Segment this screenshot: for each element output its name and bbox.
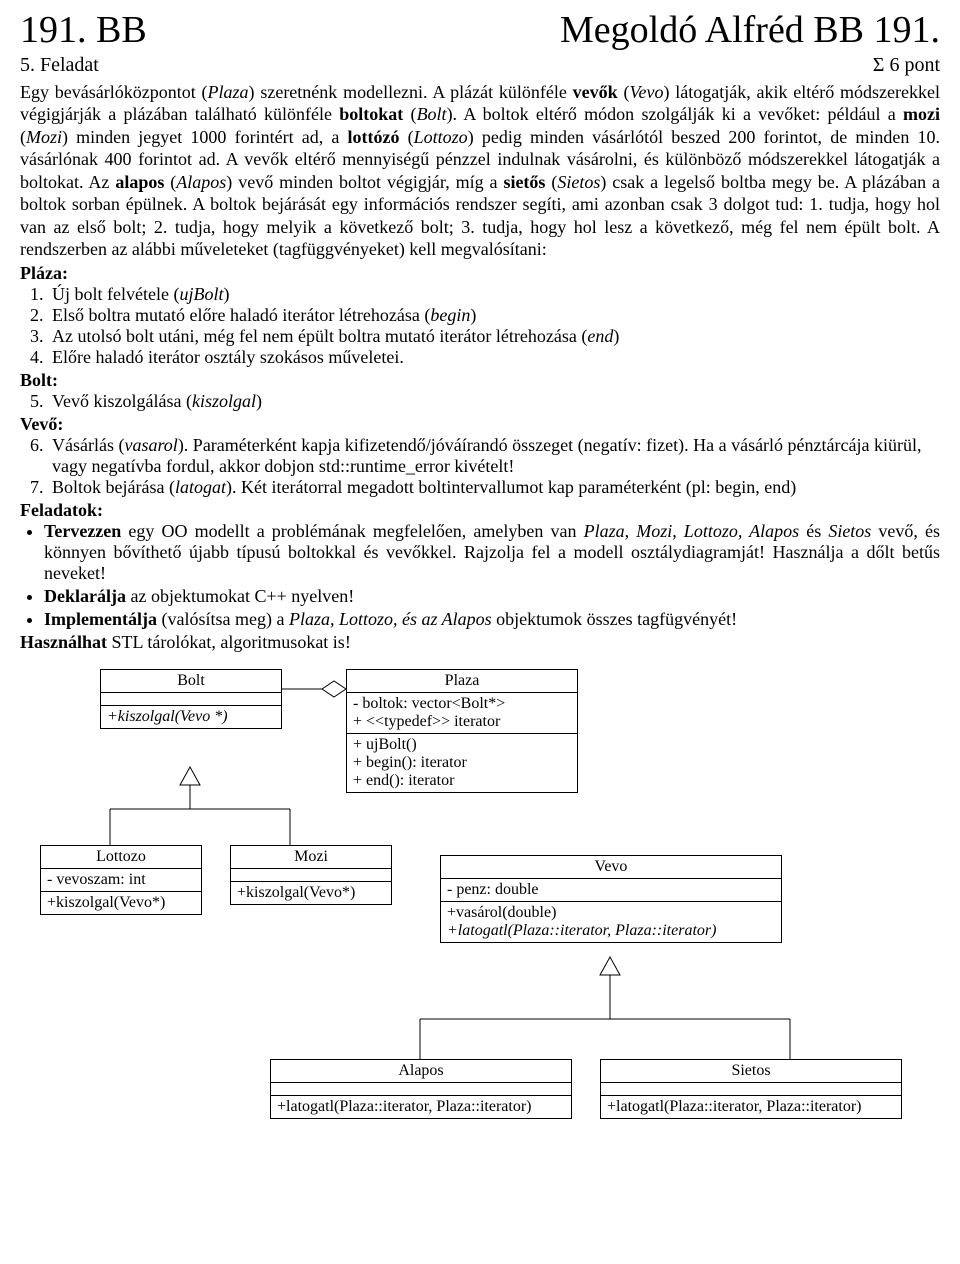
plaza-section-label: Pláza: xyxy=(20,263,68,283)
uml-class-name: Mozi xyxy=(231,846,391,869)
uml-attr: - penz: double xyxy=(447,881,775,899)
uml-class-name: Plaza xyxy=(347,670,577,693)
uml-class-vevo: Vevo - penz: double +vasárol(double) +la… xyxy=(440,855,782,943)
uml-op: +latogatl(Plaza::iterator, Plaza::iterat… xyxy=(447,922,716,939)
list-item: Új bolt felvétele (ujBolt) xyxy=(48,284,940,305)
list-item: Előre haladó iterátor osztály szokásos m… xyxy=(48,347,940,368)
feladatok-label: Feladatok: xyxy=(20,500,103,520)
list-item: Vásárlás (vasarol). Paraméterként kapja … xyxy=(48,435,940,477)
uml-op: +kiszolgal(Vevo*) xyxy=(237,884,385,902)
uml-class-plaza: Plaza - boltok: vector<Bolt*> + <<typede… xyxy=(346,669,578,793)
uml-op: + end(): iterator xyxy=(353,772,571,790)
uml-class-name: Sietos xyxy=(601,1060,901,1083)
list-item: Boltok bejárása (latogat). Két iterátorr… xyxy=(48,477,940,498)
uml-op: +kiszolgal(Vevo *) xyxy=(107,708,228,725)
vevo-section-label: Vevő: xyxy=(20,414,63,434)
uml-class-bolt: Bolt +kiszolgal(Vevo *) xyxy=(100,669,282,729)
uml-attr: - boltok: vector<Bolt*> xyxy=(353,695,571,713)
list-item: Első boltra mutató előre haladó iterátor… xyxy=(48,305,940,326)
uml-class-mozi: Mozi +kiszolgal(Vevo*) xyxy=(230,845,392,905)
uml-class-sietos: Sietos +latogatl(Plaza::iterator, Plaza:… xyxy=(600,1059,902,1119)
uml-class-name: Vevo xyxy=(441,856,781,879)
uml-class-name: Bolt xyxy=(101,670,281,693)
header-left: 191. BB xyxy=(20,10,147,52)
uml-class-name: Lottozo xyxy=(41,846,201,869)
list-item: Implementálja (valósítsa meg) a Plaza, L… xyxy=(44,609,940,630)
uml-op: + ujBolt() xyxy=(353,736,571,754)
subheader-left: 5. Feladat xyxy=(20,54,99,77)
list-item: Az utolsó bolt utáni, még fel nem épült … xyxy=(48,326,940,347)
uml-op: + begin(): iterator xyxy=(353,754,571,772)
list-item: Tervezzen egy OO modellt a problémának m… xyxy=(44,521,940,584)
uml-diagram: Bolt +kiszolgal(Vevo *) Plaza - boltok: … xyxy=(20,659,920,1179)
uml-attr: - vevoszam: int xyxy=(47,871,195,889)
list-item: Vevő kiszolgálása (kiszolgal) xyxy=(48,391,940,412)
uml-class-alapos: Alapos +latogatl(Plaza::iterator, Plaza:… xyxy=(270,1059,572,1119)
uml-attr: + <<typedef>> iterator xyxy=(353,713,571,731)
uml-op: +kiszolgal(Vevo*) xyxy=(47,894,195,912)
uml-class-lottozo: Lottozo - vevoszam: int +kiszolgal(Vevo*… xyxy=(40,845,202,915)
uml-op: +vasárol(double) xyxy=(447,904,775,922)
bolt-section-label: Bolt: xyxy=(20,370,58,390)
uml-class-name: Alapos xyxy=(271,1060,571,1083)
header-right: Megoldó Alfréd BB 191. xyxy=(560,10,940,52)
uml-op: +latogatl(Plaza::iterator, Plaza::iterat… xyxy=(607,1098,895,1116)
list-item: Deklarálja az objektumokat C++ nyelven! xyxy=(44,586,940,607)
uml-op: +latogatl(Plaza::iterator, Plaza::iterat… xyxy=(277,1098,565,1116)
subheader-right: Σ 6 pont xyxy=(873,54,940,77)
